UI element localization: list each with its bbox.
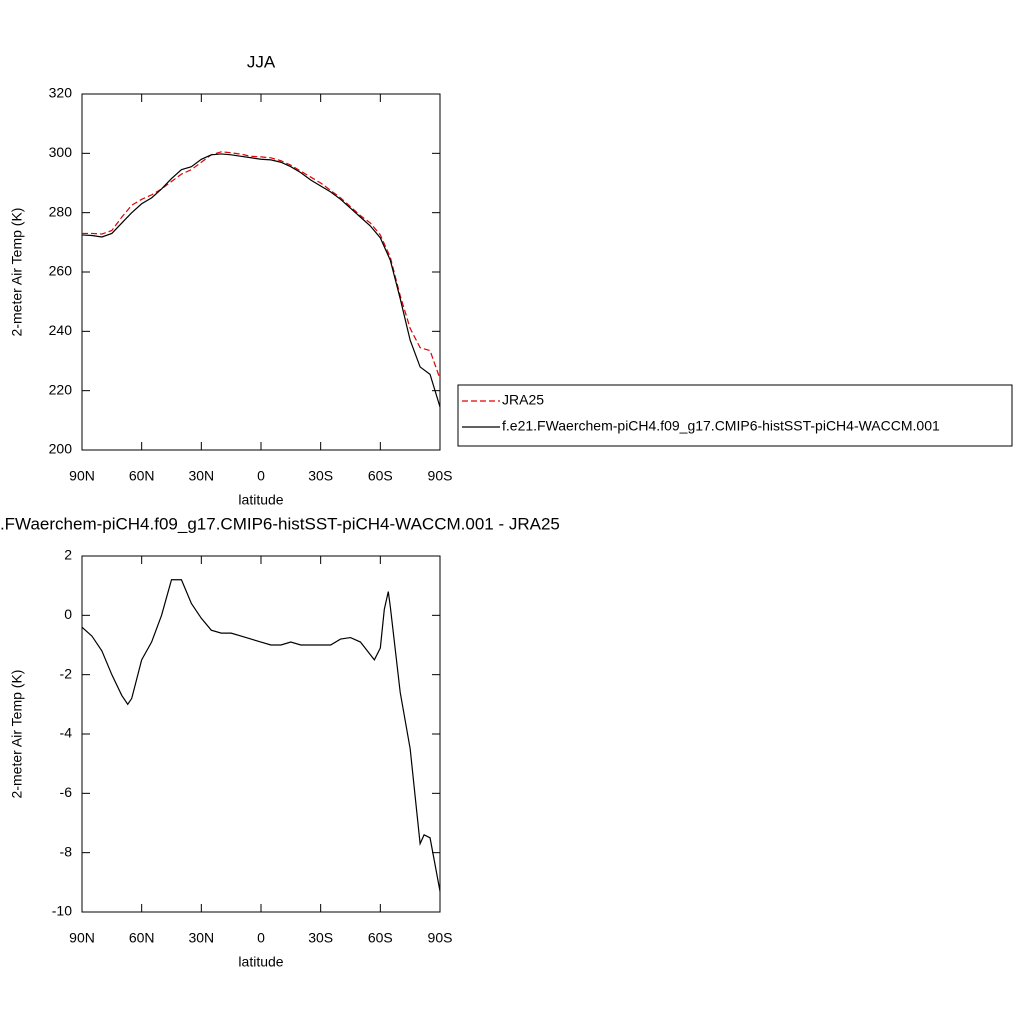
x-tick-label: 30N	[188, 930, 214, 946]
x-tick-label: 60N	[129, 468, 155, 484]
x-tick-label: 0	[257, 930, 265, 946]
y-tick-label: -8	[60, 843, 73, 859]
x-tick-label: 30N	[188, 468, 214, 484]
y-axis-label: 2-meter Air Temp (K)	[9, 208, 25, 337]
y-tick-label: 0	[64, 606, 72, 622]
legend-label: JRA25	[502, 392, 544, 408]
y-tick-label: -2	[60, 665, 73, 681]
x-tick-label: 90N	[69, 930, 95, 946]
y-tick-label: -4	[60, 725, 73, 741]
x-tick-label: 90S	[428, 930, 453, 946]
chart-title: f.e21.FWaerchem-piCH4.f09_g17.CMIP6-hist…	[0, 514, 560, 533]
x-tick-label: 0	[257, 468, 265, 484]
y-tick-label: -6	[60, 784, 73, 800]
x-axis-label: latitude	[238, 492, 283, 508]
y-axis-label: 2-meter Air Temp (K)	[9, 670, 25, 799]
x-tick-label: 60N	[129, 930, 155, 946]
y-tick-label: 280	[49, 203, 73, 219]
series-line	[81, 579, 441, 892]
x-tick-label: 30S	[308, 930, 333, 946]
chart-title: JJA	[247, 52, 276, 71]
x-tick-label: 60S	[368, 468, 393, 484]
y-tick-label: 320	[49, 85, 73, 101]
y-tick-label: 200	[49, 441, 73, 457]
y-tick-label: 240	[49, 322, 73, 338]
x-axis-label: latitude	[238, 954, 283, 970]
plot-frame	[81, 93, 441, 451]
plot-frame	[81, 555, 441, 913]
x-tick-label: 30S	[308, 468, 333, 484]
legend-box	[457, 384, 1013, 447]
y-tick-label: 260	[49, 263, 73, 279]
y-tick-label: 2	[64, 547, 72, 563]
y-tick-label: -10	[52, 903, 72, 919]
x-tick-label: 60S	[368, 930, 393, 946]
series-line	[81, 153, 441, 408]
legend-label: f.e21.FWaerchem-piCH4.f09_g17.CMIP6-hist…	[502, 418, 940, 434]
x-tick-label: 90N	[69, 468, 95, 484]
x-tick-label: 90S	[428, 468, 453, 484]
y-tick-label: 220	[49, 381, 73, 397]
series-line	[82, 151, 441, 379]
y-tick-label: 300	[49, 144, 73, 160]
